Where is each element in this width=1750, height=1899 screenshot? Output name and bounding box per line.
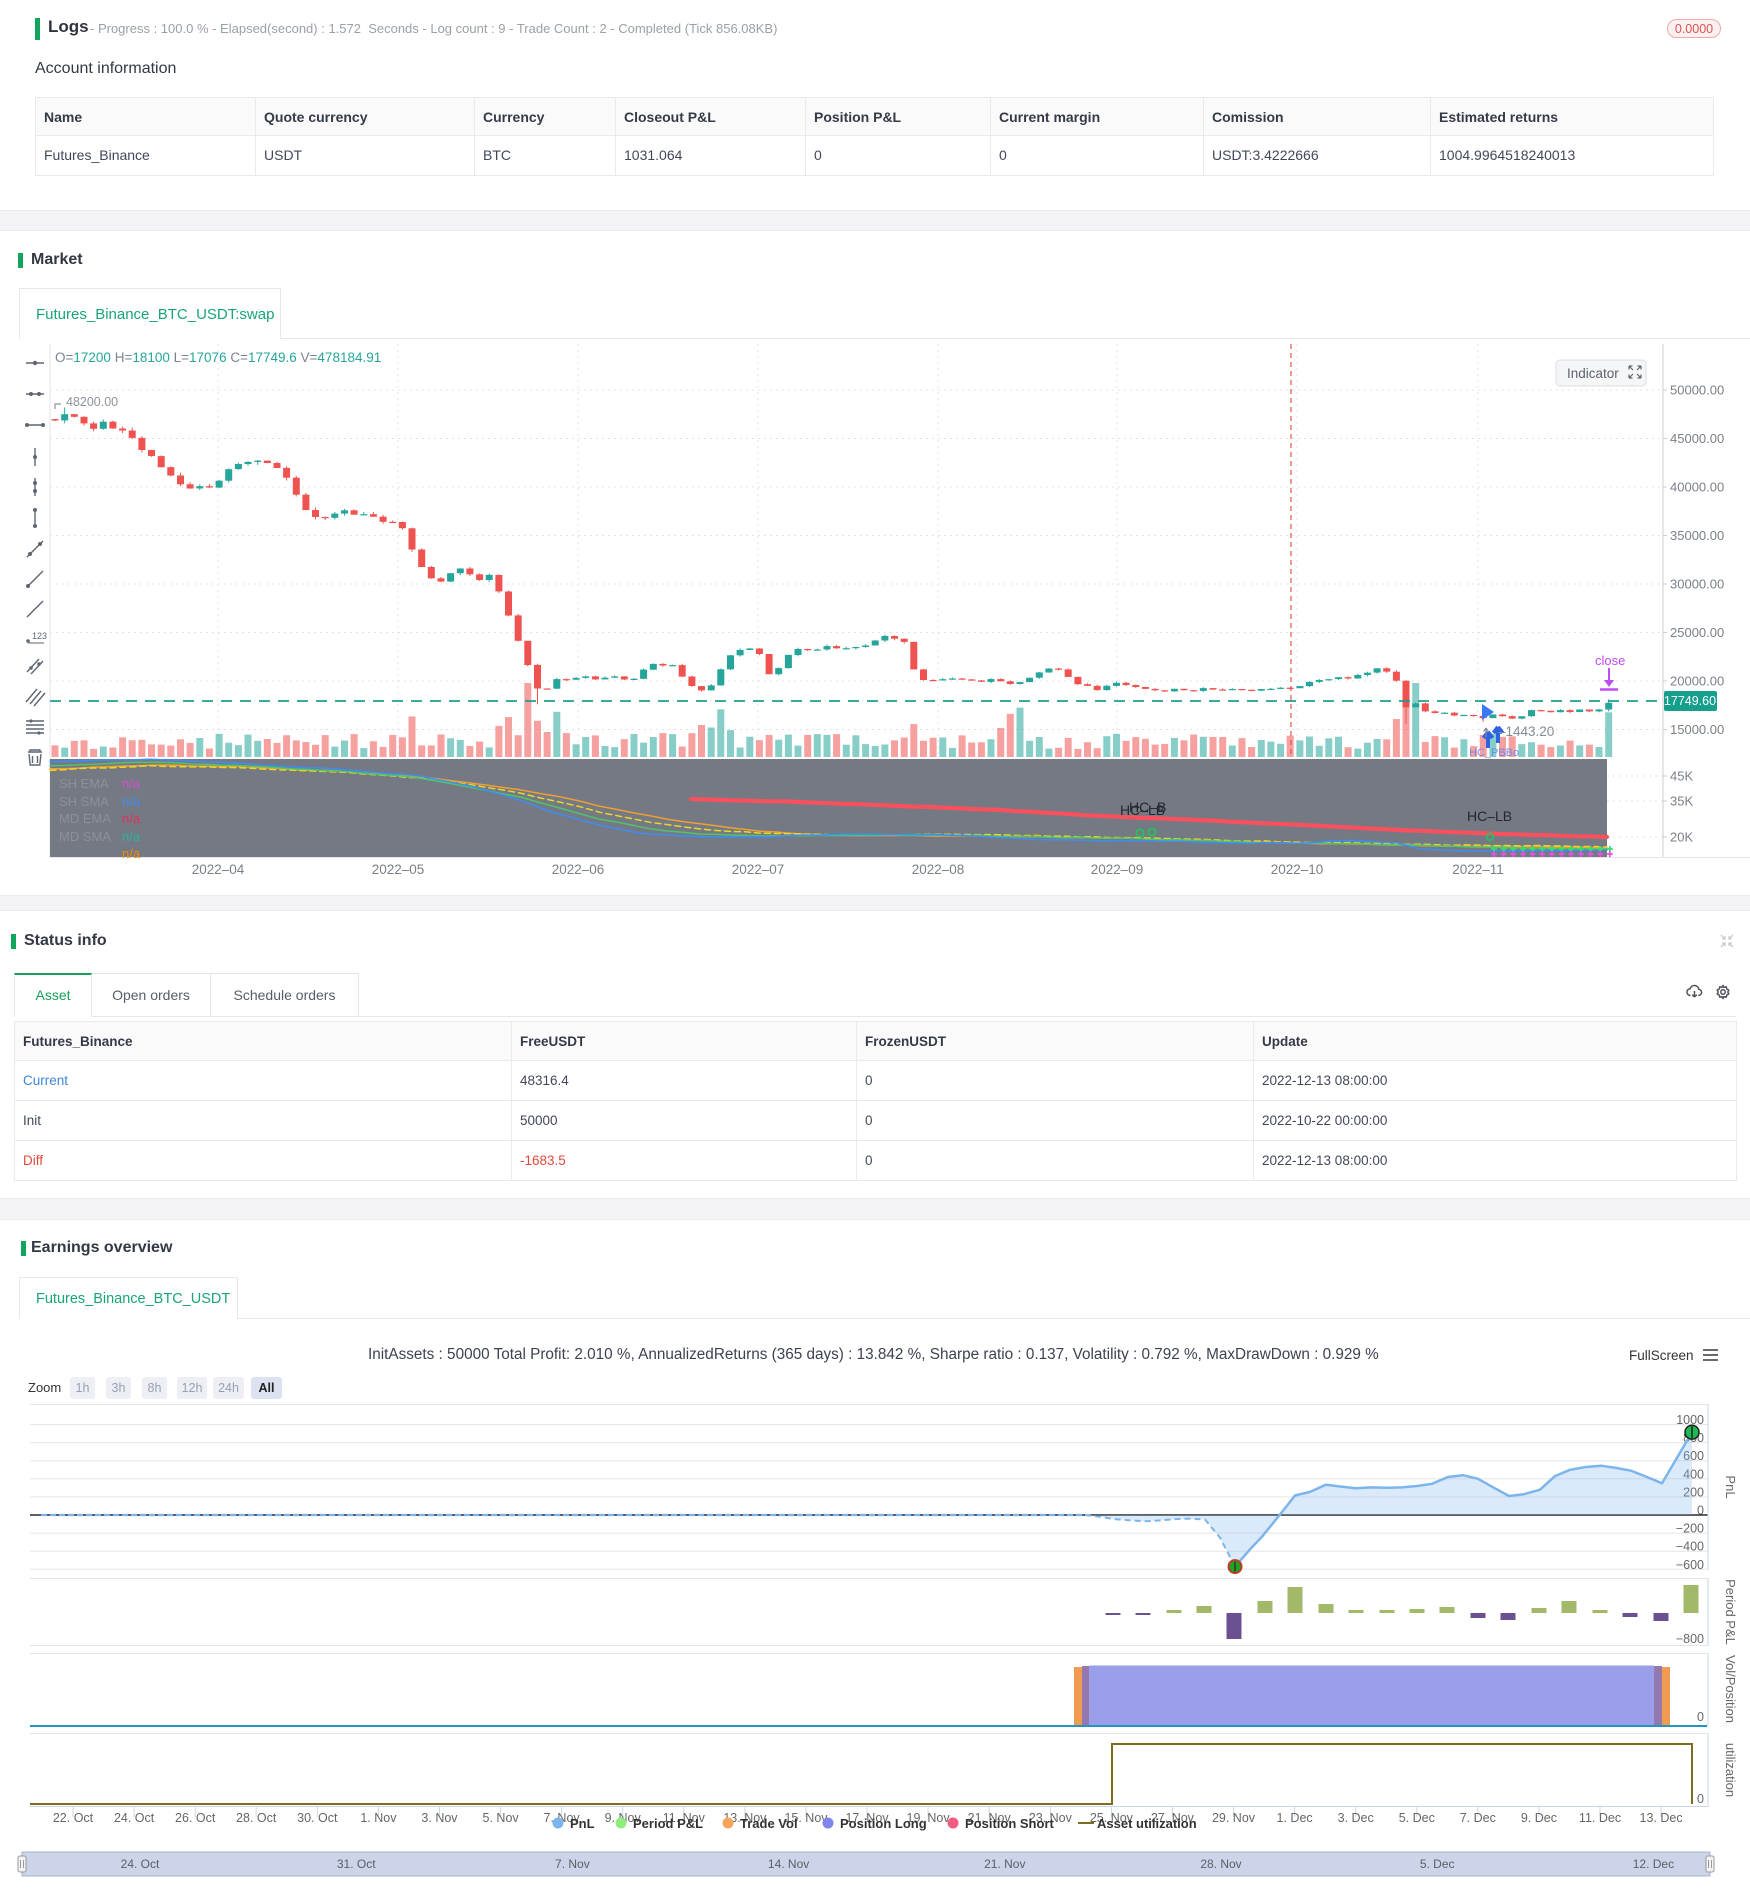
svg-text:utilization: utilization — [1723, 1743, 1738, 1797]
svg-text:2022–06: 2022–06 — [552, 862, 605, 877]
svg-text:−400: −400 — [1676, 1540, 1704, 1554]
svg-text:48200.00: 48200.00 — [66, 395, 118, 409]
svg-text:28. Nov: 28. Nov — [1200, 1857, 1241, 1871]
svg-text:17749.60: 17749.60 — [1664, 694, 1716, 708]
svg-text:n/a: n/a — [122, 846, 141, 861]
svg-text:n/a: n/a — [122, 811, 141, 826]
svg-text:–1443.20: –1443.20 — [1498, 724, 1554, 739]
svg-text:Asset utilization: Asset utilization — [1097, 1816, 1197, 1831]
svg-text:Position Long: Position Long — [840, 1816, 927, 1831]
svg-text:5. Dec: 5. Dec — [1399, 1811, 1435, 1825]
svg-text:15000.00: 15000.00 — [1670, 722, 1724, 737]
svg-text:HC–LB: HC–LB — [1120, 802, 1165, 818]
svg-text:Period P&L: Period P&L — [633, 1816, 703, 1831]
svg-text:PnL: PnL — [1723, 1475, 1738, 1498]
svg-text:26. Oct: 26. Oct — [175, 1811, 216, 1825]
svg-text:HC–LB: HC–LB — [1467, 808, 1512, 824]
svg-text:28. Oct: 28. Oct — [236, 1811, 277, 1825]
svg-text:30. Oct: 30. Oct — [297, 1811, 338, 1825]
svg-text:−800: −800 — [1676, 1632, 1704, 1646]
svg-text:SH SMA: SH SMA — [59, 794, 109, 809]
svg-text:23. Nov: 23. Nov — [1029, 1811, 1073, 1825]
svg-text:5. Dec: 5. Dec — [1420, 1857, 1455, 1871]
svg-text:31. Oct: 31. Oct — [337, 1857, 376, 1871]
svg-text:12. Dec: 12. Dec — [1633, 1857, 1674, 1871]
svg-text:n/a: n/a — [122, 794, 141, 809]
svg-text:19. Nov: 19. Nov — [907, 1811, 951, 1825]
svg-text:11. Nov: 11. Nov — [663, 1811, 706, 1825]
svg-text:−600: −600 — [1676, 1558, 1704, 1572]
svg-text:123: 123 — [32, 631, 47, 641]
svg-text:24. Oct: 24. Oct — [114, 1811, 155, 1825]
svg-text:30000.00: 30000.00 — [1670, 577, 1724, 592]
svg-text:Indicator: Indicator — [1567, 366, 1619, 381]
svg-text:3. Dec: 3. Dec — [1338, 1811, 1374, 1825]
svg-text:−200: −200 — [1676, 1522, 1704, 1536]
svg-text:HC–B: HC–B — [1129, 799, 1166, 815]
svg-text:2022–05: 2022–05 — [372, 862, 425, 877]
svg-text:0: 0 — [1697, 1792, 1704, 1806]
svg-text:22. Oct: 22. Oct — [53, 1811, 94, 1825]
svg-text:20000.00: 20000.00 — [1670, 674, 1724, 689]
svg-text:PnL: PnL — [570, 1816, 595, 1831]
svg-text:24. Oct: 24. Oct — [121, 1857, 160, 1871]
svg-text:27. Nov: 27. Nov — [1151, 1811, 1195, 1825]
svg-text:21. Nov: 21. Nov — [968, 1811, 1012, 1825]
svg-text:11. Dec: 11. Dec — [1579, 1811, 1621, 1825]
svg-text:9. Dec: 9. Dec — [1521, 1811, 1557, 1825]
svg-text:50000.00: 50000.00 — [1670, 383, 1724, 398]
svg-text:45K: 45K — [1670, 769, 1693, 784]
svg-text:14. Nov: 14. Nov — [768, 1857, 809, 1871]
svg-text:Trade Vol: Trade Vol — [740, 1816, 798, 1831]
svg-text:5. Nov: 5. Nov — [483, 1811, 520, 1825]
svg-text:7. Dec: 7. Dec — [1460, 1811, 1496, 1825]
svg-text:2022–10: 2022–10 — [1271, 862, 1324, 877]
svg-text:35000.00: 35000.00 — [1670, 528, 1724, 543]
svg-text:0: 0 — [1697, 1710, 1704, 1724]
svg-text:600: 600 — [1683, 1449, 1704, 1463]
svg-text:Vol/Position: Vol/Position — [1723, 1655, 1738, 1723]
svg-text:SH EMA: SH EMA — [59, 776, 109, 791]
svg-text:13. Nov: 13. Nov — [723, 1811, 767, 1825]
svg-text:HC_PBBo: HC_PBBo — [1469, 747, 1519, 759]
svg-text:1. Dec: 1. Dec — [1277, 1811, 1313, 1825]
svg-text:15. Nov: 15. Nov — [784, 1811, 828, 1825]
svg-text:200: 200 — [1683, 1485, 1704, 1499]
svg-text:3. Nov: 3. Nov — [421, 1811, 458, 1825]
svg-text:25000.00: 25000.00 — [1670, 625, 1724, 640]
svg-text:2022–07: 2022–07 — [732, 862, 785, 877]
svg-text:21. Nov: 21. Nov — [984, 1857, 1025, 1871]
svg-text:35K: 35K — [1670, 794, 1693, 809]
svg-text:n/a: n/a — [122, 776, 141, 791]
svg-text:Period P&L: Period P&L — [1723, 1579, 1738, 1645]
svg-text:400: 400 — [1683, 1467, 1704, 1481]
svg-text:n/a: n/a — [122, 829, 141, 844]
svg-text:13. Dec: 13. Dec — [1640, 1811, 1683, 1825]
svg-text:40000.00: 40000.00 — [1670, 480, 1724, 495]
svg-text:7. Nov: 7. Nov — [555, 1857, 590, 1871]
svg-text:25. Nov: 25. Nov — [1090, 1811, 1134, 1825]
svg-text:2022–11: 2022–11 — [1452, 862, 1504, 877]
svg-text:2022–04: 2022–04 — [192, 862, 245, 877]
svg-text:2022–09: 2022–09 — [1091, 862, 1144, 877]
svg-text:2022–08: 2022–08 — [912, 862, 965, 877]
svg-text:MD EMA: MD EMA — [59, 811, 111, 826]
svg-text:45000.00: 45000.00 — [1670, 431, 1724, 446]
svg-text:MD SMA: MD SMA — [59, 829, 111, 844]
svg-text:17. Nov: 17. Nov — [845, 1811, 889, 1825]
svg-text:1. Nov: 1. Nov — [360, 1811, 397, 1825]
svg-text:Position Short: Position Short — [965, 1816, 1055, 1831]
svg-text:1000: 1000 — [1676, 1413, 1704, 1427]
svg-text:O=17200 H=18100 L=17076 C=1774: O=17200 H=18100 L=17076 C=17749.6 V=4781… — [55, 350, 381, 365]
svg-text:20K: 20K — [1670, 830, 1693, 845]
svg-text:close: close — [1595, 653, 1625, 668]
svg-text:0: 0 — [1697, 1504, 1704, 1518]
svg-text:29. Nov: 29. Nov — [1212, 1811, 1256, 1825]
